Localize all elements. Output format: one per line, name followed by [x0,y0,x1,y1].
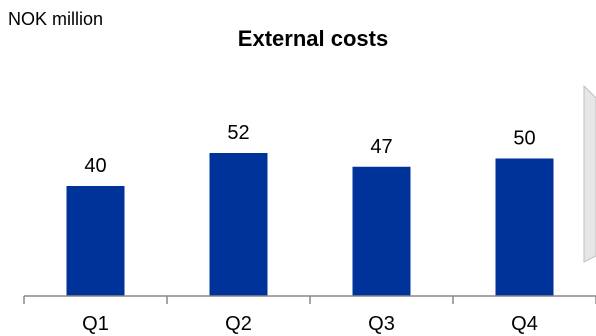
data-label-q4: 50 [513,128,535,150]
data-label-group: 40 52 47 50 [84,122,535,177]
data-label-q1: 40 [84,155,106,177]
next-arrow-icon[interactable] [583,84,596,263]
x-tick-label-q1: Q1 [82,313,109,335]
unit-label: NOK million [8,9,103,29]
x-tick-label-q3: Q3 [368,313,395,335]
data-label-q3: 47 [370,136,392,158]
bar-q4 [495,158,554,296]
x-tick-label-q4: Q4 [511,313,538,335]
bar-q3 [352,166,411,296]
chart-title: External costs [238,26,388,51]
bar-q2 [209,153,268,296]
bar-group [66,153,554,296]
bar-q1 [66,186,125,296]
x-axis-labels: Q1 Q2 Q3 Q4 [82,313,538,335]
x-tick-label-q2: Q2 [225,313,252,335]
x-axis-ticks [23,296,596,304]
data-label-q2: 52 [227,122,249,144]
